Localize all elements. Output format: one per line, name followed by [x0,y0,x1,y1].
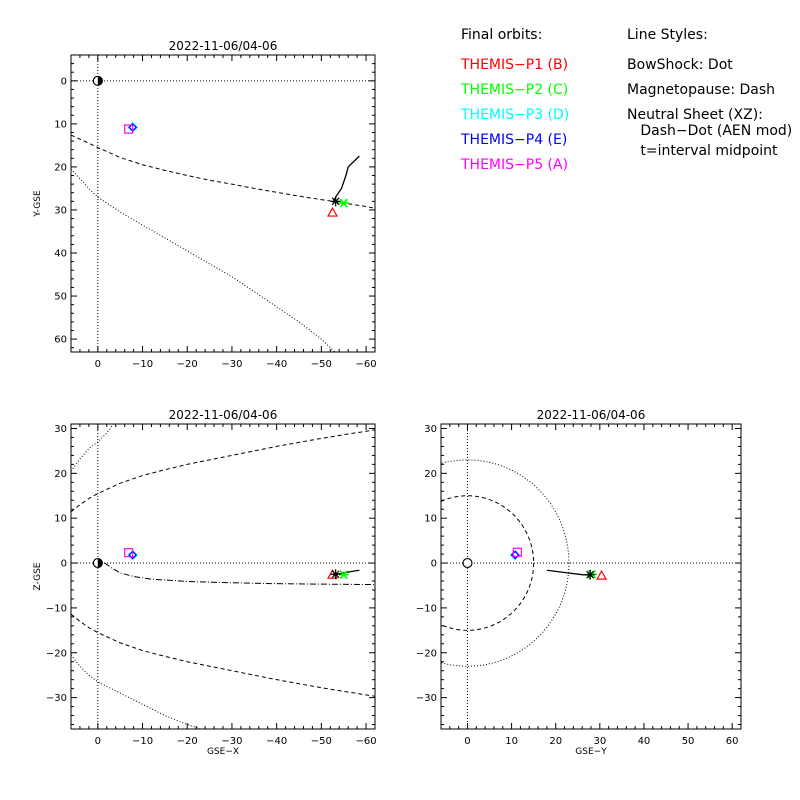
y-tick-label: 40 [54,249,67,260]
legend-style-5: t=interval midpoint [627,143,778,159]
y-tick-label: 30 [424,424,437,435]
probe-marker-p1 [327,206,339,217]
orbit-trace [332,155,360,203]
y-tick-label: 10 [54,514,67,525]
y-tick-label: 60 [54,335,67,346]
x-tick-label: −30 [221,736,242,747]
x-tick-label: 60 [726,736,739,747]
plot-title: 2022-11-06/04-06 [537,408,646,422]
legend-style-3: Neutral Sheet (XZ): [627,107,763,123]
probe-marker-p5 [124,548,134,558]
x-tick-label: 20 [549,736,562,747]
y-tick-label: 50 [54,292,67,303]
earth-night-side [97,558,103,568]
x-tick-label: 30 [593,736,606,747]
x-tick-label: 40 [638,736,651,747]
earth-marker [462,557,473,569]
probe-marker-p4 [128,550,138,560]
y-tick-label: 10 [424,514,437,525]
x-tick-label: 0 [464,736,470,747]
legend-styles-title: Line Styles: [627,27,708,43]
legend-style-2: Magnetopause: Dash [627,82,776,98]
midpoint-marker [585,569,596,580]
x-tick-label: −40 [266,736,287,747]
y-tick-label: 20 [54,162,67,173]
plot-frame [70,54,376,353]
legend-style-4: Dash−Dot (AEN mod) [627,123,793,139]
legend-probe-2: THEMIS−P2 (C) [461,82,569,98]
plot-yz: 0 10 20 30 40 50 60 30 20 10 0 −10 −20 −30 2022-11-06/… [416,408,742,757]
x-tick-label: 50 [682,736,695,747]
probe-marker-p3 [509,549,521,561]
y-tick-label: 30 [54,205,67,216]
y-tick-label: −30 [416,693,437,704]
probe-marker-p5 [124,124,134,134]
x-tick-label: −30 [221,359,242,370]
neutral-sheet-line [104,562,375,586]
y-tick-label: 0 [61,559,67,570]
y-tick-label: −20 [416,648,437,659]
y-tick-label: 0 [61,76,67,87]
x-tick-label: −20 [177,359,198,370]
probe-marker-p1 [596,569,608,580]
y-axis-label: Z-GSE [33,562,43,590]
legend-probe-3: THEMIS−P3 (D) [461,107,570,123]
magnetopause-south-line [71,613,375,697]
x-tick-label: −60 [356,359,377,370]
earth-night-side [97,76,103,86]
magnetopause-circle [441,495,535,631]
legend-style-1: BowShock: Dot [627,57,733,73]
plot-area-xz [71,424,375,729]
x-tick-label: −10 [132,359,153,370]
y-tick-label: 10 [54,119,67,130]
orbit-trace [546,569,592,576]
y-tick-label: −30 [46,693,67,704]
bowshock-line [71,424,114,472]
plot-xy: 0 −10 −20 −30 −40 −50 −60 0 10 20 30 40 50 60 2022-11-… [33,39,377,370]
x-tick-label: −40 [266,359,287,370]
magnetopause-line [71,429,375,513]
plot-title: 2022-11-06/04-06 [169,408,278,422]
plot-area-yz [441,424,741,729]
x-tick-label: 0 [95,359,101,370]
bowshock-south-line [71,654,201,729]
plot-frame [440,423,742,730]
probe-marker-p2 [338,198,349,208]
y-tick-label: −10 [46,603,67,614]
y-tick-label: 20 [424,469,437,480]
y-tick-label: 20 [54,469,67,480]
x-tick-label: −50 [311,359,332,370]
x-tick-label: 10 [505,736,518,747]
x-tick-label: −60 [356,736,377,747]
magnetopause-line [71,134,375,209]
y-tick-label: 0 [431,559,437,570]
y-axis-label: Y-GSE [33,190,43,218]
plot-title: 2022-11-06/04-06 [169,39,278,53]
legend-probe-5: THEMIS−P5 (A) [461,157,569,173]
plot-xz: 0 −10 −20 −30 −40 −50 −60 30 20 10 0 −10 −20 −30 2022-… [33,408,377,757]
legend-probe-1: THEMIS−P1 (B) [461,57,569,73]
bowshock-line [71,168,336,352]
x-tick-label: −10 [132,736,153,747]
x-tick-label: −20 [177,736,198,747]
legend-orbits-title: Final orbits: [461,27,543,43]
y-tick-label: −10 [416,603,437,614]
legend-probe-4: THEMIS−P4 (E) [461,132,568,148]
probe-marker-p5 [512,547,522,557]
midpoint-marker [330,569,341,580]
probe-marker-p3 [127,549,139,561]
y-tick-label: −20 [46,648,67,659]
x-axis-label: GSE−Y [575,747,607,757]
x-axis-label: GSE−X [207,747,239,757]
x-tick-label: 0 [95,736,101,747]
plot-area-xy [71,55,375,352]
bowshock-circle [441,459,570,667]
y-tick-label: 30 [54,424,67,435]
midpoint-marker [330,196,341,207]
x-tick-label: −50 [311,736,332,747]
